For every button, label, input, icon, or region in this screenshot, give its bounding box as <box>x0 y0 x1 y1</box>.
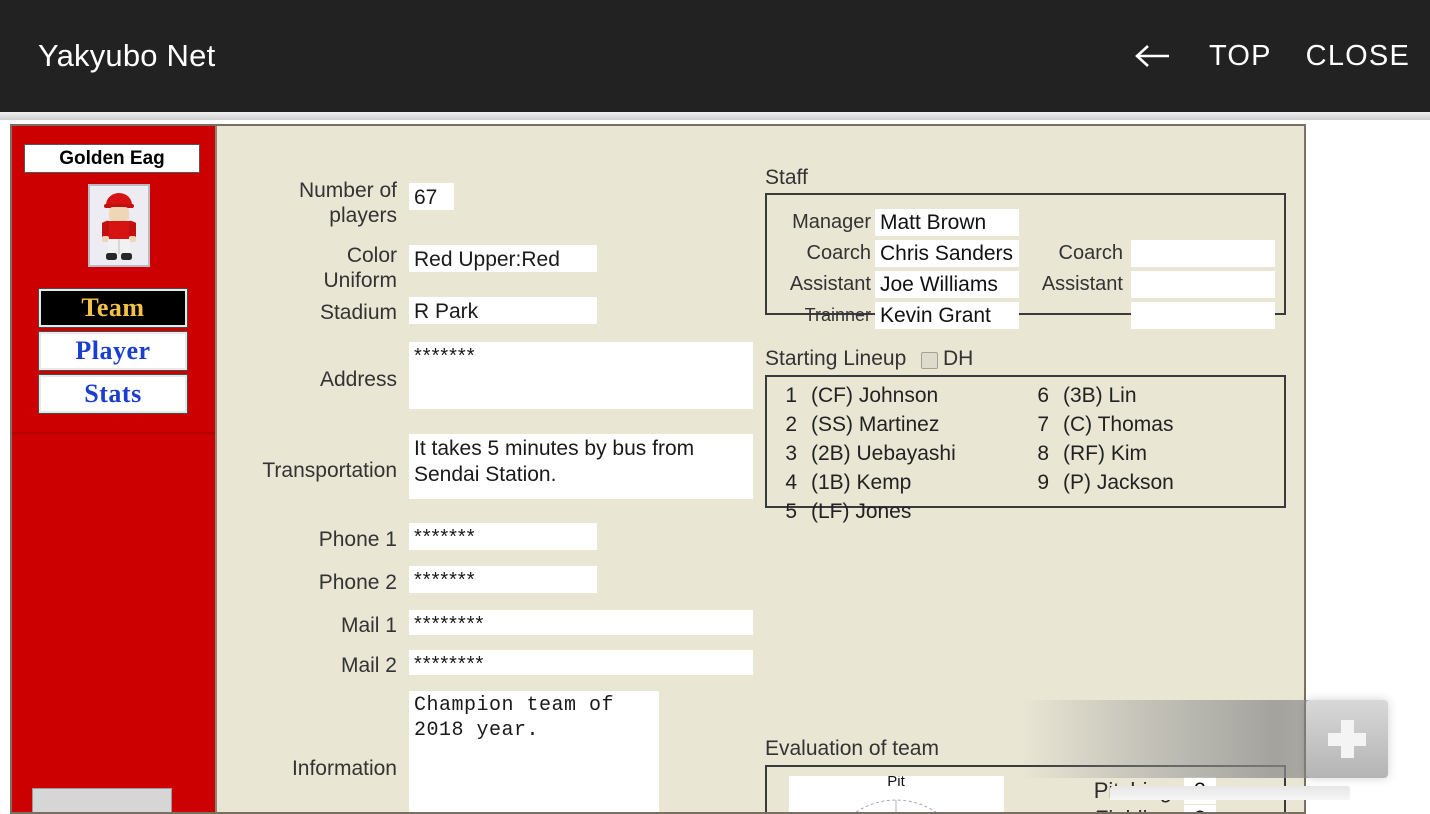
app-bar-actions: TOP CLOSE <box>1131 39 1410 73</box>
evaluation-row: Fielding 3 <box>1022 805 1216 812</box>
evaluation-section-title: Evaluation of team <box>765 737 939 760</box>
plus-icon <box>1325 717 1369 761</box>
number-of-players-input[interactable]: 67 <box>409 183 454 210</box>
field-label-mail-2: Mail 2 <box>340 654 397 677</box>
field-label-phone-1: Phone 1 <box>318 528 397 551</box>
staff-section-title: Staff <box>765 166 808 189</box>
lineup-order-number: 2 <box>785 413 797 436</box>
staff-name-input[interactable]: Matt Brown <box>875 209 1019 236</box>
close-button[interactable]: CLOSE <box>1305 39 1410 72</box>
staff-row: Trainner Kevin Grant <box>771 302 1275 329</box>
left-arrow-icon[interactable] <box>1131 39 1175 73</box>
sidebar-bottom-button[interactable] <box>32 788 172 812</box>
lineup-order-number: 5 <box>785 500 797 523</box>
team-detail-page: Golden Eag <box>10 124 1306 814</box>
color-uniform-input[interactable]: Red Upper:Red <box>409 245 597 272</box>
lineup-player[interactable]: (1B) Kemp <box>811 471 912 494</box>
starting-lineup-panel: 1 (CF) Johnson 2 (SS) Martinez 3 (2B) Ue… <box>765 375 1286 523</box>
app-bar-divider <box>0 112 1430 120</box>
field-label-phone-2: Phone 2 <box>318 571 397 594</box>
evaluation-label: Fielding <box>1022 806 1172 812</box>
sidebar-nav-team-label: Team <box>81 293 145 322</box>
lineup-player[interactable]: (3B) Lin <box>1063 384 1137 407</box>
phone-2-input[interactable]: ******* <box>409 566 597 593</box>
lineup-order-number: 3 <box>785 442 797 465</box>
lineup-player[interactable]: (P) Jackson <box>1063 471 1174 494</box>
app-bar: Yakyubo Net TOP CLOSE <box>0 0 1430 112</box>
lineup-order-number: 6 <box>1037 384 1049 407</box>
field-label-number-of-players: Number of players <box>298 179 397 227</box>
transportation-input[interactable]: It takes 5 minutes by bus from Sendai St… <box>409 434 753 499</box>
evaluation-score[interactable]: 3 <box>1184 805 1216 812</box>
information-input[interactable]: Champion team of 2018 year. <box>409 691 659 812</box>
phone-1-input[interactable]: ******* <box>409 523 597 550</box>
staff-role-label-2: Coarch <box>1058 242 1123 264</box>
sidebar-nav-player[interactable]: Player <box>38 331 188 371</box>
team-name-label: Golden Eag <box>59 147 165 169</box>
staff-name-input[interactable]: Kevin Grant <box>875 302 1019 329</box>
mail-2-input[interactable]: ******** <box>409 650 753 675</box>
staff-name-input[interactable]: Chris Sanders <box>875 240 1019 267</box>
field-label-stadium: Stadium <box>319 301 397 324</box>
staff-role-label-2: Assistant <box>1041 273 1123 295</box>
sidebar-nav-player-label: Player <box>75 336 151 365</box>
lineup-order-number: 4 <box>785 471 797 494</box>
field-label-information: Information <box>291 757 397 780</box>
staff-name-input-2[interactable] <box>1131 302 1275 329</box>
zoom-in-button[interactable] <box>1306 700 1388 778</box>
lineup-order-number: 9 <box>1037 471 1049 494</box>
lineup-section-title: Starting Lineup <box>765 347 907 370</box>
stadium-input[interactable]: R Park <box>409 297 597 324</box>
staff-row: Assistant Joe Williams Assistant <box>771 271 1275 298</box>
staff-role-label: Trainner <box>804 305 871 325</box>
staff-name-input-2[interactable] <box>1131 271 1275 298</box>
page-bottom-edge <box>1110 786 1350 800</box>
sidebar-nav-stats[interactable]: Stats <box>38 374 188 414</box>
lineup-player[interactable]: (2B) Uebayashi <box>811 442 956 465</box>
sidebar-nav-team[interactable]: Team <box>38 288 188 328</box>
team-info-form: Number of players 67 Color Uniform Red U… <box>217 126 755 812</box>
staff-row: Coarch Chris Sanders Coarch <box>771 240 1275 267</box>
field-label-mail-1: Mail 1 <box>340 614 397 637</box>
sidebar-nav-stats-label: Stats <box>84 379 142 408</box>
mail-1-input[interactable]: ******** <box>409 610 753 635</box>
field-label-color-uniform: Color Uniform <box>323 244 397 292</box>
address-input[interactable]: ******* <box>409 342 753 409</box>
svg-text:Pit: Pit <box>887 776 905 790</box>
lineup-player[interactable]: (CF) Johnson <box>811 384 939 407</box>
lineup-player[interactable]: (C) Thomas <box>1063 413 1174 436</box>
team-sidebar: Golden Eag <box>12 126 217 812</box>
dh-label: DH <box>943 347 974 370</box>
top-button[interactable]: TOP <box>1208 39 1272 72</box>
field-label-address: Address <box>319 368 397 391</box>
staff-role-label: Manager <box>792 211 871 233</box>
lineup-order-number: 7 <box>1037 413 1049 436</box>
team-name-plate: Golden Eag <box>24 144 200 173</box>
lineup-player[interactable]: (SS) Martinez <box>811 413 940 436</box>
team-evaluation-radar-chart: PitDefRunBenTacBat <box>789 773 1004 812</box>
field-label-transportation: Transportation <box>262 459 397 482</box>
dh-checkbox[interactable] <box>921 352 938 369</box>
staff-row: Manager Matt Brown <box>771 209 1019 236</box>
app-title: Yakyubo Net <box>38 38 216 73</box>
right-column: Staff Manager Matt Brown Coarch Chris Sa… <box>755 126 1304 812</box>
lineup-player[interactable]: (RF) Kim <box>1063 442 1147 465</box>
staff-name-input[interactable]: Joe Williams <box>875 271 1019 298</box>
lineup-player[interactable]: (LF) Jones <box>811 500 912 523</box>
lineup-order-number: 8 <box>1037 442 1049 465</box>
lineup-order-number: 1 <box>785 384 797 407</box>
staff-role-label: Assistant <box>789 273 871 295</box>
staff-name-input-2[interactable] <box>1131 240 1275 267</box>
staff-role-label: Coarch <box>806 242 871 264</box>
sidebar-divider <box>12 432 215 434</box>
staff-panel: Manager Matt Brown Coarch Chris Sanders … <box>765 193 1286 329</box>
baseball-player-icon <box>88 184 150 267</box>
